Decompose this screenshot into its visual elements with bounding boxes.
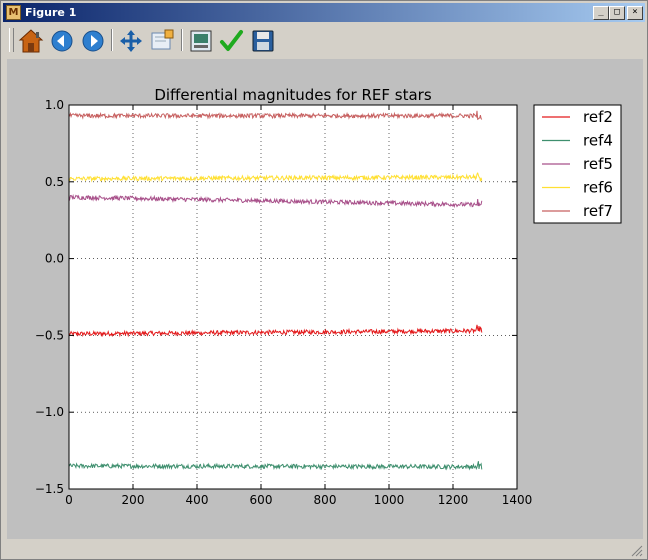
pan-icon	[120, 30, 142, 52]
y-tick-label: −0.5	[35, 328, 64, 342]
forward-button[interactable]	[79, 27, 107, 55]
legend-label-ref6: ref6	[583, 179, 613, 197]
zoom-icon	[151, 29, 174, 50]
app-icon: M	[6, 5, 21, 20]
home-icon	[18, 29, 44, 53]
subplots-icon	[190, 30, 212, 52]
forward-icon	[82, 30, 104, 52]
chart-title: Differential magnitudes for REF stars	[154, 86, 431, 104]
toolbar-separator	[111, 29, 113, 51]
x-tick-label: 0	[65, 493, 73, 507]
x-tick-label: 400	[186, 493, 209, 507]
back-button[interactable]	[48, 27, 76, 55]
x-tick-label: 1000	[374, 493, 405, 507]
series-line-ref6	[68, 171, 483, 183]
edit-parameters-button[interactable]	[217, 27, 245, 55]
maximize-button[interactable]: □	[609, 6, 625, 20]
check-icon	[220, 30, 243, 51]
pan-button[interactable]	[117, 27, 145, 55]
back-icon	[51, 30, 73, 52]
toolbar-grip[interactable]	[9, 28, 14, 52]
window-title: Figure 1	[25, 6, 77, 19]
y-tick-label: 0.5	[45, 175, 64, 189]
legend-label-ref7: ref7	[583, 202, 613, 220]
zoom-button[interactable]	[148, 27, 176, 55]
title-bar[interactable]: M Figure 1 _ □ ×	[3, 3, 645, 22]
navigation-toolbar	[3, 25, 645, 57]
series-line-ref2	[68, 324, 483, 338]
minimize-button[interactable]: _	[593, 6, 609, 20]
y-tick-label: 1.0	[45, 98, 64, 112]
x-tick-label: 1200	[438, 493, 469, 507]
legend-label-ref4: ref4	[583, 132, 613, 150]
legend-label-ref2: ref2	[583, 108, 613, 126]
series-line-ref5	[68, 193, 483, 209]
configure-subplots-button[interactable]	[187, 27, 215, 55]
x-tick-label: 800	[314, 493, 337, 507]
series-line-ref4	[68, 461, 483, 471]
x-tick-label: 600	[250, 493, 273, 507]
close-button[interactable]: ×	[627, 6, 643, 20]
status-bar	[3, 541, 645, 559]
resize-grip-icon[interactable]	[631, 545, 643, 557]
x-tick-label: 1400	[502, 493, 533, 507]
y-tick-label: 0.0	[45, 252, 64, 266]
figure-canvas[interactable]: 0 200 400 600 800 1000 1200 1400 −1.5 −1.0 −0.5 0.0…	[7, 59, 643, 539]
save-icon	[252, 30, 274, 52]
home-button[interactable]	[17, 27, 45, 55]
plot-svg[interactable]: 0 200 400 600 800 1000 1200 1400 −1.5 −1.0 −0.5 0.0…	[7, 59, 643, 539]
y-tick-label: −1.5	[35, 482, 64, 496]
legend-label-ref5: ref5	[583, 155, 613, 173]
x-tick-label: 200	[122, 493, 145, 507]
toolbar-separator	[181, 29, 183, 51]
save-button[interactable]	[249, 27, 277, 55]
y-tick-label: −1.0	[35, 405, 64, 419]
axes-frame	[68, 104, 518, 490]
plot-area[interactable]	[69, 105, 517, 489]
series-line-ref7	[68, 110, 483, 121]
